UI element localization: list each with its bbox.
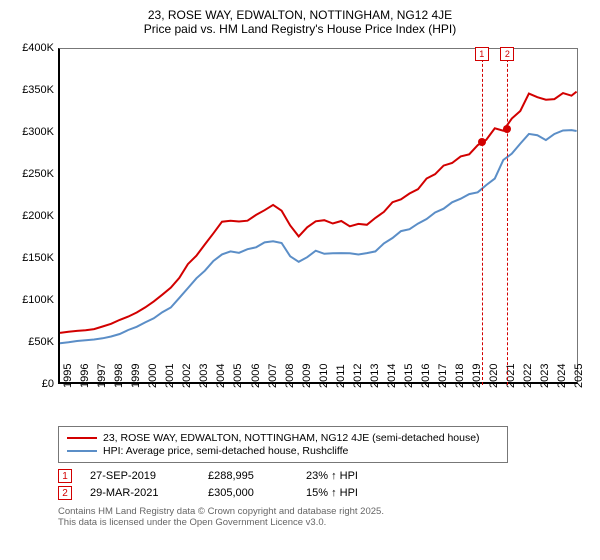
y-tick-label: £150K xyxy=(12,252,54,264)
y-tick-label: £0 xyxy=(12,378,54,390)
y-tick-label: £400K xyxy=(12,42,54,54)
x-tick-label: 2002 xyxy=(177,364,193,388)
legend-row-series1: 23, ROSE WAY, EDWALTON, NOTTINGHAM, NG12… xyxy=(67,432,499,444)
x-tick-label: 2011 xyxy=(331,364,347,388)
x-tick-label: 2016 xyxy=(416,364,432,388)
x-tick-label: 2004 xyxy=(211,364,227,388)
transaction-row-marker: 2 xyxy=(58,486,72,500)
x-tick-label: 2013 xyxy=(365,364,381,388)
transactions-table: 1 27-SEP-2019 £288,995 23% ↑ HPI 2 29-MAR-202… xyxy=(58,469,588,500)
transaction-marker-box: 1 xyxy=(475,47,489,61)
transaction-dot xyxy=(503,125,511,133)
x-tick-label: 2025 xyxy=(569,364,585,388)
transaction-pct: 15% ↑ HPI xyxy=(306,487,396,499)
y-tick-label: £200K xyxy=(12,210,54,222)
x-tick-label: 2021 xyxy=(501,364,517,388)
x-tick-label: 2012 xyxy=(348,364,364,388)
x-tick-label: 2000 xyxy=(143,364,159,388)
x-tick-label: 2023 xyxy=(535,364,551,388)
x-tick-label: 2007 xyxy=(263,364,279,388)
x-tick-label: 1996 xyxy=(75,364,91,388)
y-tick-label: £350K xyxy=(12,84,54,96)
transaction-marker-line xyxy=(482,49,483,385)
chart-title-line2: Price paid vs. HM Land Registry's House … xyxy=(12,22,588,36)
legend-label-2: HPI: Average price, semi-detached house,… xyxy=(103,445,348,457)
legend-row-series2: HPI: Average price, semi-detached house,… xyxy=(67,445,499,457)
x-tick-label: 2020 xyxy=(484,364,500,388)
plot-region: 12 xyxy=(58,48,578,384)
x-tick-label: 2010 xyxy=(314,364,330,388)
x-tick-label: 2009 xyxy=(297,364,313,388)
x-tick-label: 2024 xyxy=(552,364,568,388)
transaction-date: 29-MAR-2021 xyxy=(90,487,190,499)
x-tick-label: 2022 xyxy=(518,364,534,388)
y-tick-label: £300K xyxy=(12,126,54,138)
transaction-pct: 23% ↑ HPI xyxy=(306,470,396,482)
transaction-price: £305,000 xyxy=(208,487,288,499)
chart-title-line1: 23, ROSE WAY, EDWALTON, NOTTINGHAM, NG12… xyxy=(12,8,588,22)
x-tick-label: 2003 xyxy=(194,364,210,388)
series-line-0 xyxy=(60,92,577,333)
footnote: Contains HM Land Registry data © Crown c… xyxy=(58,506,588,528)
x-tick-label: 2018 xyxy=(450,364,466,388)
x-tick-label: 2019 xyxy=(467,364,483,388)
x-tick-label: 1995 xyxy=(58,364,74,388)
x-tick-label: 2014 xyxy=(382,364,398,388)
transaction-marker-box: 2 xyxy=(500,47,514,61)
x-tick-label: 1999 xyxy=(126,364,142,388)
x-tick-label: 2017 xyxy=(433,364,449,388)
x-tick-label: 2015 xyxy=(399,364,415,388)
footnote-line2: This data is licensed under the Open Gov… xyxy=(58,517,588,528)
x-tick-label: 1997 xyxy=(92,364,108,388)
transaction-marker-line xyxy=(507,49,508,385)
footnote-line1: Contains HM Land Registry data © Crown c… xyxy=(58,506,588,517)
legend-swatch-2 xyxy=(67,450,97,452)
y-tick-label: £50K xyxy=(12,336,54,348)
x-tick-label: 2005 xyxy=(228,364,244,388)
x-tick-label: 1998 xyxy=(109,364,125,388)
transaction-row: 2 29-MAR-2021 £305,000 15% ↑ HPI xyxy=(58,486,588,500)
plot-svg xyxy=(60,49,580,385)
legend-swatch-1 xyxy=(67,437,97,439)
transaction-price: £288,995 xyxy=(208,470,288,482)
legend-label-1: 23, ROSE WAY, EDWALTON, NOTTINGHAM, NG12… xyxy=(103,432,480,444)
transaction-row-marker: 1 xyxy=(58,469,72,483)
transaction-date: 27-SEP-2019 xyxy=(90,470,190,482)
x-tick-label: 2001 xyxy=(160,364,176,388)
transaction-dot xyxy=(478,138,486,146)
y-tick-label: £100K xyxy=(12,294,54,306)
x-tick-label: 2006 xyxy=(246,364,262,388)
x-tick-label: 2008 xyxy=(280,364,296,388)
y-tick-label: £250K xyxy=(12,168,54,180)
chart-area: 12 £0 £50K £100K £150K £200K £250K £300K £350K £… xyxy=(12,40,588,420)
legend: 23, ROSE WAY, EDWALTON, NOTTINGHAM, NG12… xyxy=(58,426,508,463)
transaction-row: 1 27-SEP-2019 £288,995 23% ↑ HPI xyxy=(58,469,588,483)
